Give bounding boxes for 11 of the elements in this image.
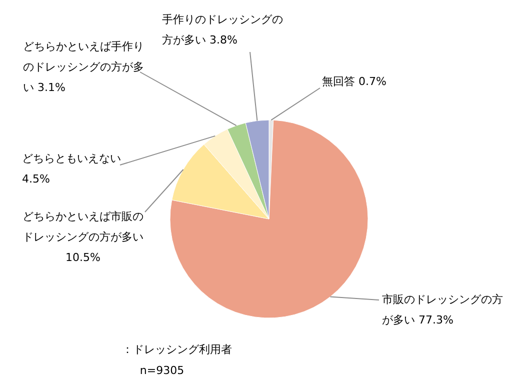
text: ：ドレッシング利用者 [122,343,232,356]
slice-label: 無回答 0.7% [322,75,386,88]
slice-label: どちらかといえば市販のドレッシングの方が多い [22,210,144,244]
slice-label: 手作りのドレッシングの方が多い 3.8% [162,13,283,46]
pie-slice [170,120,368,318]
data-label: 10.5% [66,251,100,264]
text: n=9305 [140,364,184,377]
slice-label: どちらかといえば手作りのドレッシングの方が多い 3.1% [23,40,144,94]
data-label: 4.5% [22,172,50,186]
slice-label: 市販のドレッシングの方が多い 77.3% [382,293,503,326]
slice-label: どちらともいえない [22,152,121,165]
